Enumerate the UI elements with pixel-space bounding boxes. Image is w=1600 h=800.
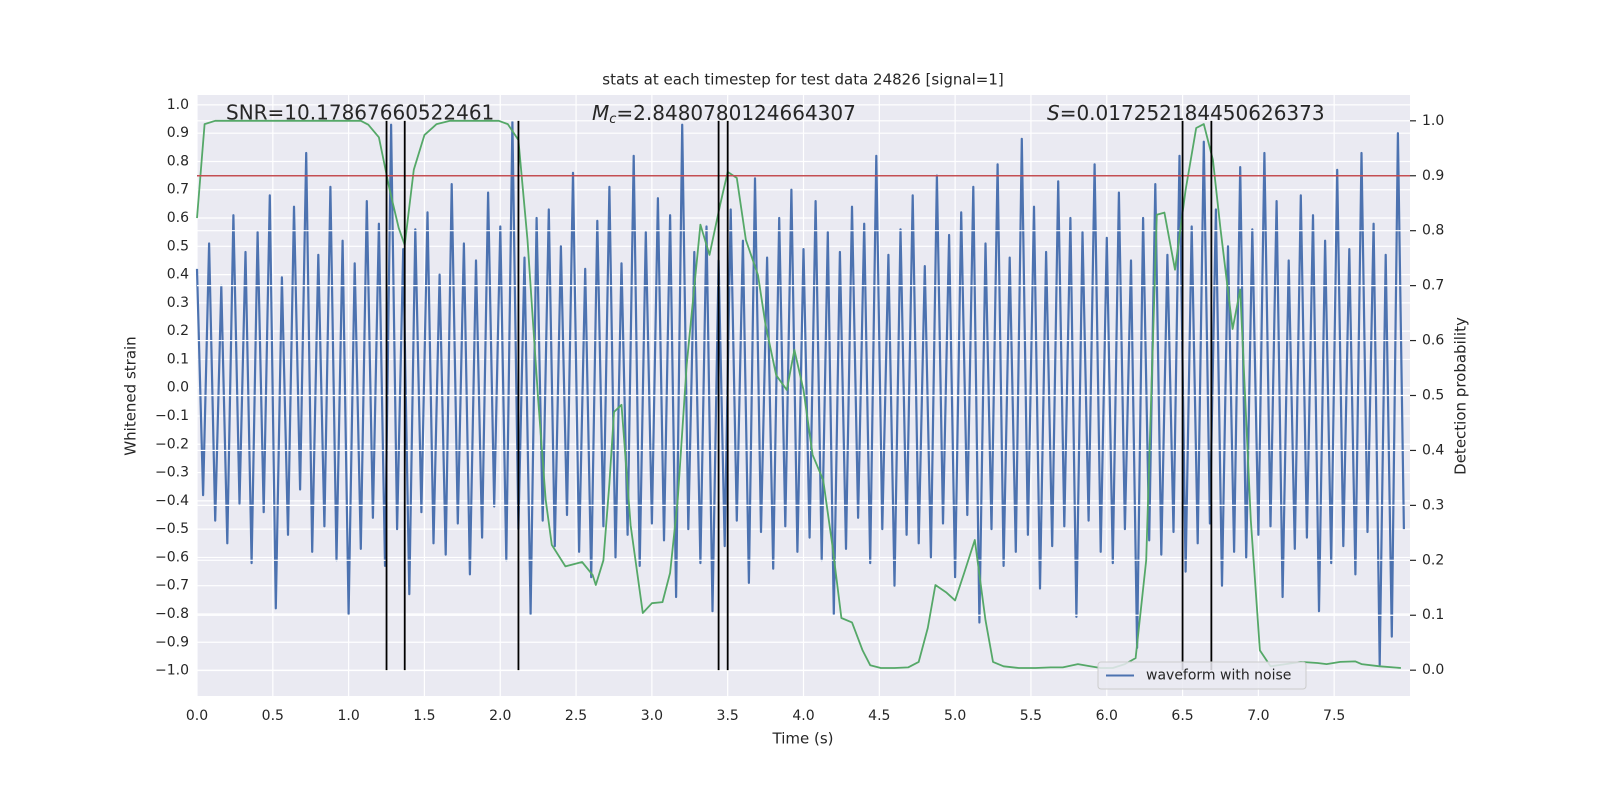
y-tick-label: −0.6 [155,549,189,565]
annotation: S=0.017252184450626373 [1047,101,1325,125]
y-tick-label: −0.5 [155,521,189,537]
y-tick-label: 0.4 [167,267,189,283]
y-tick-label: 0.0 [167,380,189,396]
x-tick-label: 7.5 [1323,708,1345,724]
x-tick-label: 6.0 [1096,708,1118,724]
y-tick-label: −0.8 [155,606,189,622]
y2-axis-label: Detection probability [1452,317,1470,475]
legend: waveform with noise [1097,661,1307,690]
y2-tick-label: 0.8 [1422,223,1444,239]
x-tick-label: 4.0 [792,708,814,724]
y-tick-label: −0.1 [155,408,189,424]
y-tick-label: −0.3 [155,465,189,481]
x-tick-label: 6.5 [1171,708,1193,724]
annotation-symbol: S [1047,101,1060,125]
x-tick-label: 4.5 [868,708,890,724]
annotation: Mc=2.8480780124664307 [592,101,856,127]
annotation-subscript: c [609,112,616,127]
x-tick-label: 1.0 [337,708,359,724]
y2-tick-label: 0.4 [1422,442,1444,458]
y-tick-label: 0.3 [167,295,189,311]
y2-tick-label: 1.0 [1422,113,1444,129]
x-axis-label: Time (s) [772,730,834,748]
y-tick-label: 1.0 [167,97,189,113]
x-tick-label: 2.5 [565,708,587,724]
y-tick-label: −0.9 [155,634,189,650]
y2-tick-label: 0.2 [1422,552,1444,568]
y-axis-label: Whitened strain [122,336,140,455]
x-tick-label: 5.0 [944,708,966,724]
line-series [196,119,1401,669]
annotation-text: =0.017252184450626373 [1060,101,1325,125]
x-tick-label: 2.0 [489,708,511,724]
y2-tick-label: 0.3 [1422,497,1444,513]
x-tick-label: 7.0 [1247,708,1269,724]
x-tick-label: 3.0 [641,708,663,724]
y2-tick-label: 0.1 [1422,607,1444,623]
legend-box [1097,661,1307,690]
x-tick-label: 0.5 [262,708,284,724]
y-tick-label: −0.2 [155,436,189,452]
x-tick-label: 1.5 [413,708,435,724]
y-tick-label: 0.9 [167,125,189,141]
annotation: SNR=10.17867660522461 [226,101,494,125]
y2-tick-label: 0.5 [1422,388,1444,404]
y2-tick-label: 0.6 [1422,333,1444,349]
y-tick-label: −0.7 [155,578,189,594]
x-tick-label: 3.5 [717,708,739,724]
y-tick-label: 0.2 [167,323,189,339]
legend-label: waveform with noise [1146,668,1291,684]
annotation-symbol: M [592,101,609,125]
chart-title: stats at each timestep for test data 248… [602,71,1003,89]
y-tick-label: 0.8 [167,153,189,169]
y-tick-label: −0.4 [155,493,189,509]
y-tick-label: 0.1 [167,351,189,367]
annotation-text: =2.8480780124664307 [616,101,855,125]
overlay-layer [196,119,1410,671]
x-tick-label: 0.0 [186,708,208,724]
y-tick-label: 0.7 [167,182,189,198]
y2-tick-label: 0.0 [1422,662,1444,678]
y2-tick-label: 0.7 [1422,278,1444,294]
y-tick-label: 0.6 [167,210,189,226]
y2-tick-label: 0.9 [1422,168,1444,184]
line-series [195,120,1405,666]
x-tick-label: 5.5 [1020,708,1042,724]
y-tick-label: −1.0 [155,663,189,679]
y-tick-label: 0.5 [167,238,189,254]
